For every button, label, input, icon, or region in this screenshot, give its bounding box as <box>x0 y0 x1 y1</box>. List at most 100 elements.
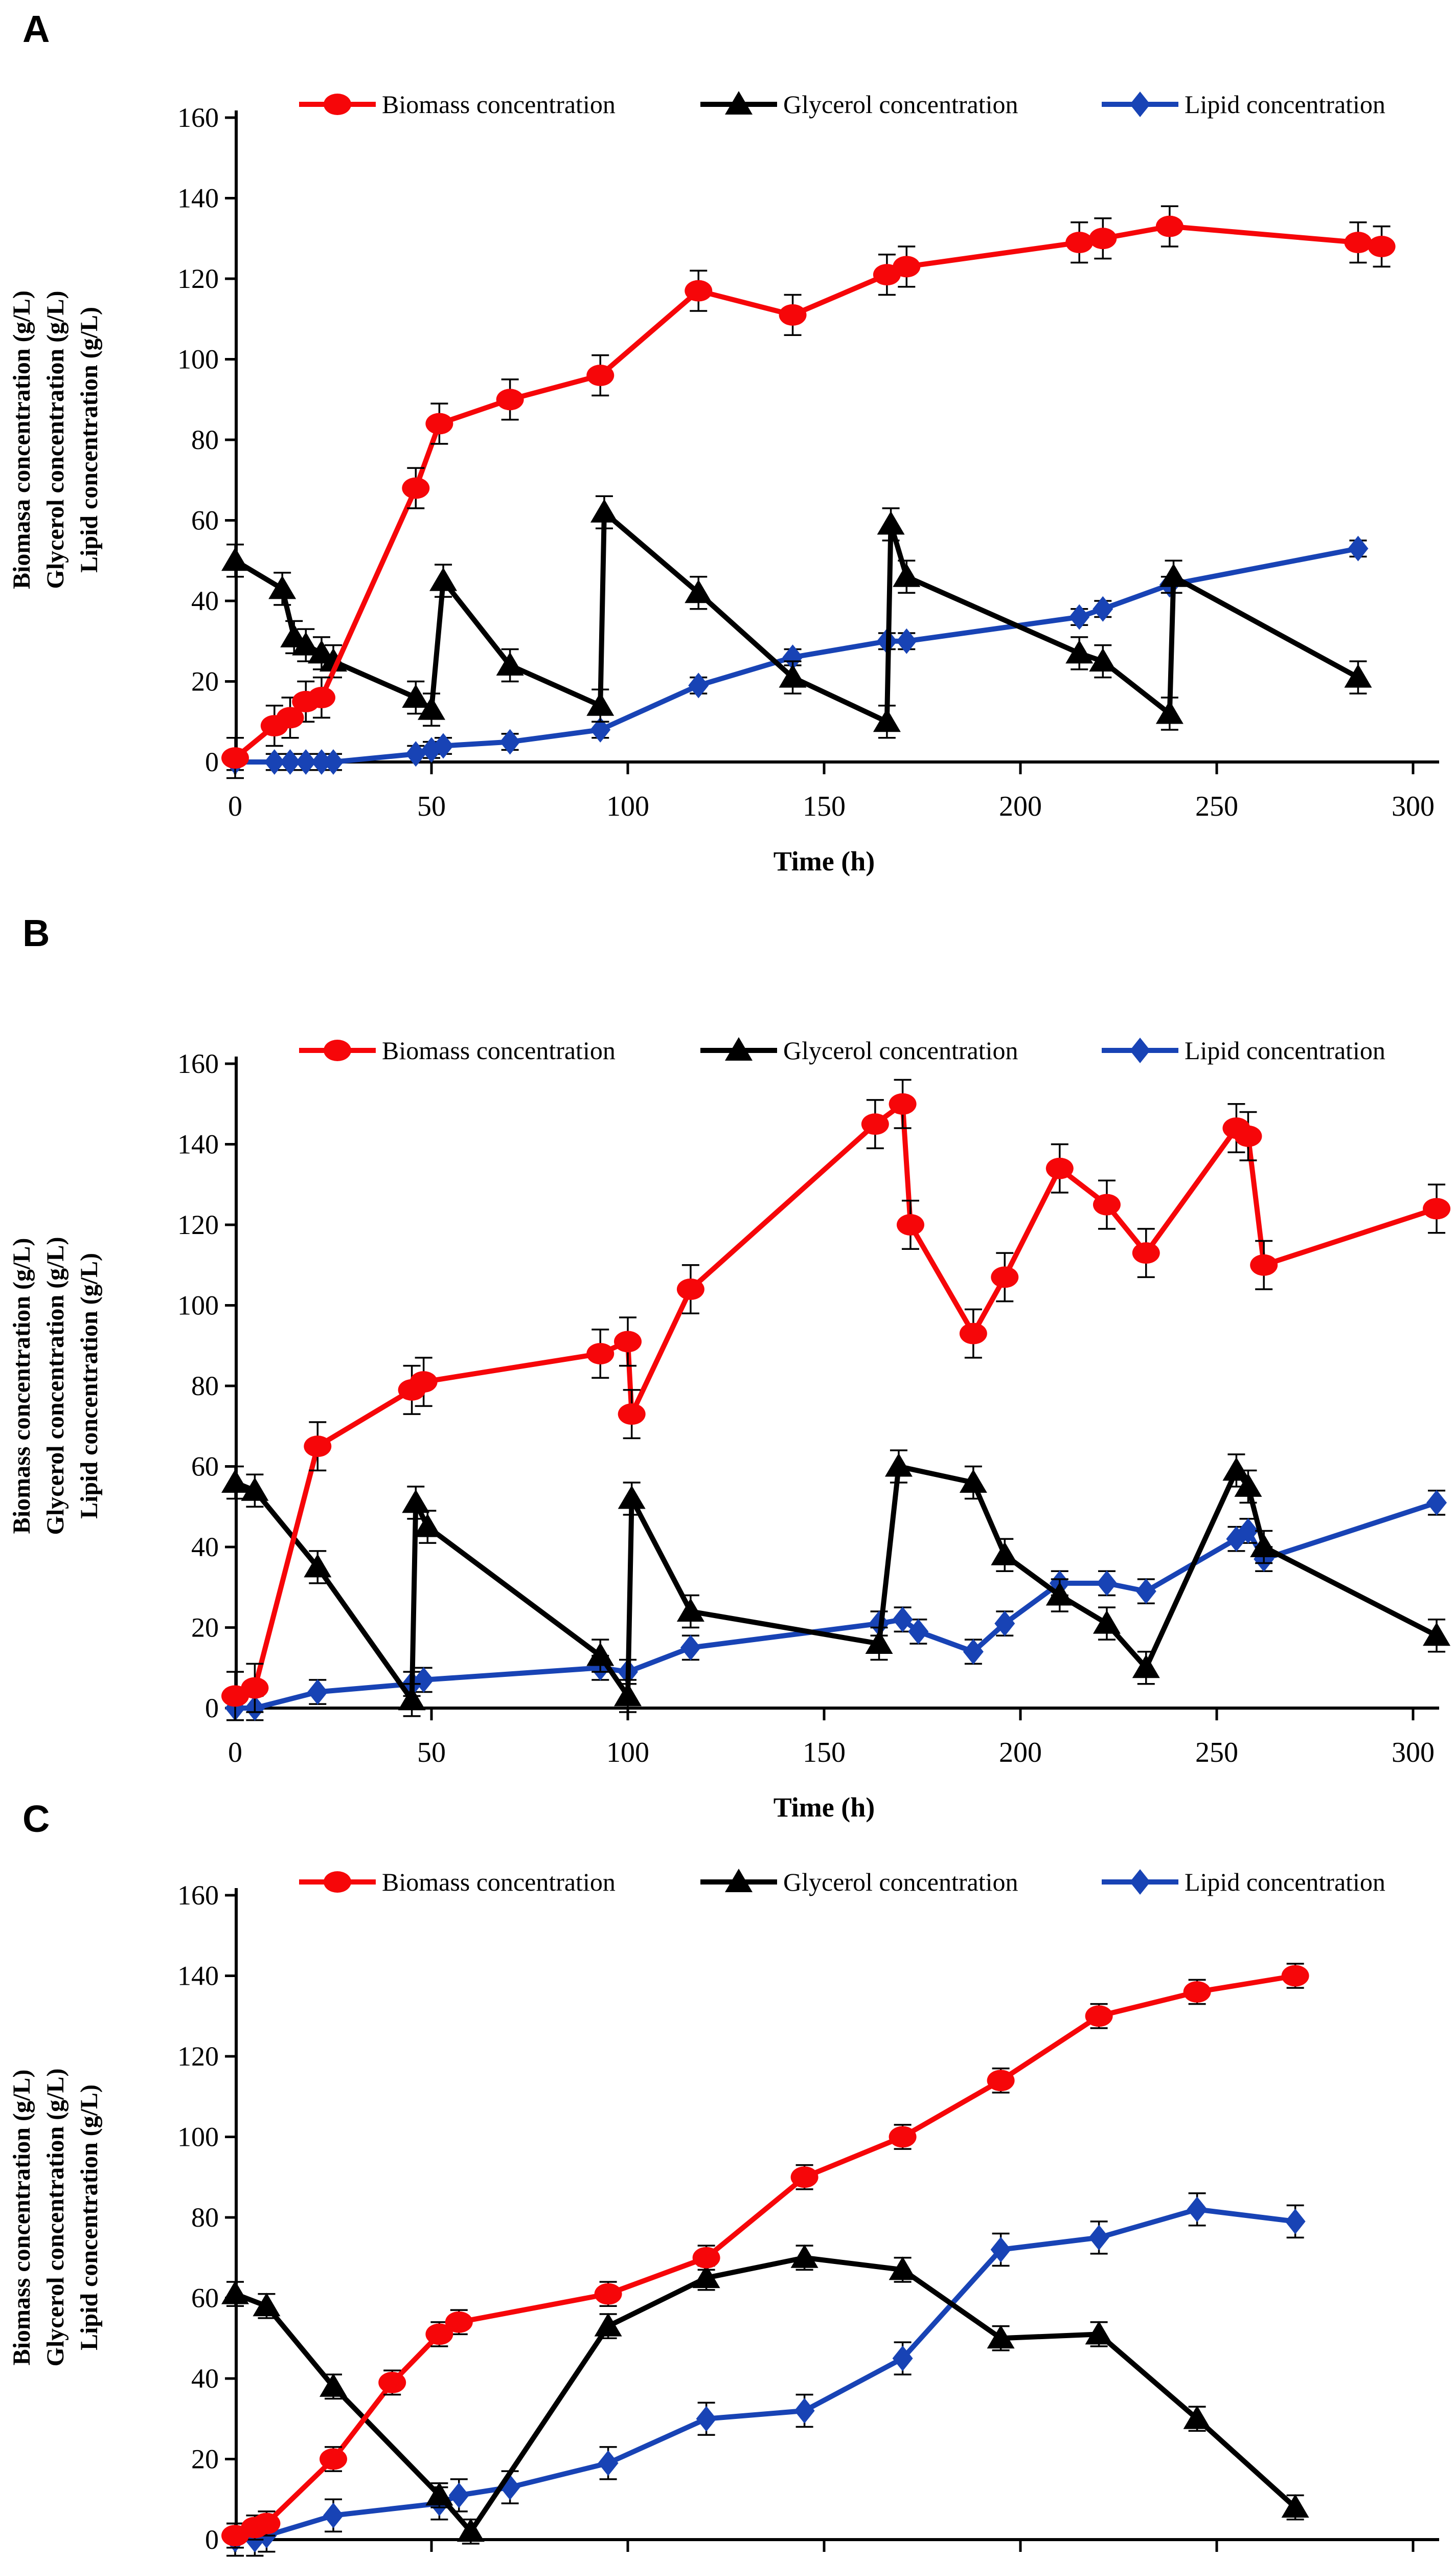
glycerol-point-marker <box>692 2264 720 2289</box>
lipid-point-marker <box>1285 2208 1306 2234</box>
legend: Biomass concentration Glycerol concentrat… <box>299 1868 1385 1896</box>
panel-label-c: C <box>22 1798 50 1840</box>
glycerol-point-marker <box>1093 1610 1121 1634</box>
biomass-point-marker <box>685 280 713 302</box>
biomass-point-marker <box>889 2126 917 2148</box>
biomass-point-marker <box>987 2070 1015 2092</box>
biomass-point-marker <box>586 1343 615 1364</box>
y-axis-title-line: Biomass concentration (g/L) <box>8 1238 35 1534</box>
y-tick-label: 160 <box>177 102 219 133</box>
biomass-point-marker <box>241 1677 269 1699</box>
biomass-point-marker <box>320 2448 347 2470</box>
lipid-point-marker <box>264 749 285 775</box>
lipid-point-marker <box>1426 1490 1447 1516</box>
panel-A: 0 20 40 60 80 100 120 140 160 0 50 100 150 200 250 300 T… <box>8 90 1439 877</box>
glycerol-point-marker <box>268 575 297 599</box>
x-tick-label: 100 <box>606 1737 649 1768</box>
x-tick-label: 0 <box>228 1737 242 1768</box>
lipid-point-marker <box>1238 1518 1259 1544</box>
glycerol-point-marker <box>414 1513 442 1537</box>
x-tick-label: 50 <box>417 1737 446 1768</box>
biomass-point-marker <box>1344 232 1372 254</box>
biomass-point-marker <box>1155 215 1184 237</box>
glycerol-point-marker <box>241 1477 269 1501</box>
series-circle <box>221 1963 1309 2549</box>
glycerol-point-marker <box>1234 1473 1262 1497</box>
x-axis-title: Time (h) <box>774 846 875 877</box>
series-circle <box>221 1079 1451 1721</box>
y-tick-label: 100 <box>177 1290 219 1321</box>
legend-label: Biomass concentration <box>382 1868 616 1896</box>
biomass-point-marker <box>1183 1981 1211 2003</box>
biomass-point-marker <box>324 1871 351 1893</box>
y-tick-label: 20 <box>191 1612 219 1643</box>
glycerol-point-marker <box>402 684 430 708</box>
y-tick-label: 80 <box>191 2202 219 2233</box>
glycerol-point-marker <box>873 708 901 732</box>
lipid-point-marker <box>794 2398 815 2424</box>
glycerol-point-marker <box>1085 2321 1113 2345</box>
biomass-point-marker <box>1065 232 1094 254</box>
glycerol-point-marker <box>402 1489 430 1513</box>
biomass-point-marker <box>790 2166 818 2188</box>
lipid-point-marker <box>688 672 709 699</box>
series-triangle <box>221 1449 1451 1717</box>
biomass-point-marker <box>889 1093 917 1115</box>
lipid-point-marker <box>323 2502 344 2528</box>
biomass-point-marker <box>1089 228 1117 250</box>
biomass-point-marker <box>959 1322 987 1344</box>
glycerol-point-marker <box>1159 563 1188 587</box>
y-tick-label: 160 <box>177 1880 219 1911</box>
lipid-point-marker <box>680 1634 701 1661</box>
x-tick-label: 250 <box>1195 791 1238 822</box>
series-triangle <box>221 2244 1309 2545</box>
x-tick-label: 100 <box>606 791 649 822</box>
y-tick-label: 120 <box>177 263 219 294</box>
glycerol-point-marker <box>1250 1534 1278 1557</box>
glycerol-point-marker <box>1155 700 1184 724</box>
legend-label: Glycerol concentration <box>783 1868 1018 1896</box>
biomass-point-marker <box>276 707 304 729</box>
glycerol-point-marker <box>429 567 458 591</box>
biomass-point-marker <box>896 1214 924 1236</box>
y-tick-label: 0 <box>205 2524 219 2555</box>
biomass-point-marker <box>1368 236 1396 257</box>
lipid-point-marker <box>413 1667 434 1693</box>
biomass-point-marker <box>221 747 249 769</box>
glycerol-point-marker <box>1281 2494 1309 2518</box>
lipid-point-marker <box>892 2345 913 2371</box>
glycerol-point-marker <box>590 499 618 523</box>
glycerol-point-marker <box>221 2280 249 2304</box>
glycerol-point-marker <box>1423 1622 1451 1646</box>
lipid-point-marker <box>311 749 332 775</box>
biomass-point-marker <box>496 389 524 411</box>
glycerol-point-marker <box>1089 648 1117 672</box>
y-tick-label: 0 <box>205 747 219 777</box>
y-tick-label: 20 <box>191 2444 219 2475</box>
glycerol-point-marker <box>398 1687 426 1711</box>
y-axis-title: Biomass concentration (g/L) Glycerol conc… <box>8 1237 103 1535</box>
glycerol-point-marker <box>1132 1654 1160 1678</box>
panel-label-b: B <box>22 912 50 954</box>
x-tick-label: 150 <box>803 791 846 822</box>
y-axis-title-line: Lipid concentration (g/L) <box>76 307 103 573</box>
y-tick-label: 120 <box>177 1209 219 1240</box>
legend-label: Lipid concentration <box>1185 1036 1385 1065</box>
series-diamond <box>225 1490 1447 1721</box>
biomass-point-marker <box>779 304 807 326</box>
biomass-point-marker <box>1045 1157 1074 1179</box>
lipid-point-marker <box>499 729 520 755</box>
lipid-point-marker <box>598 2450 619 2476</box>
y-tick-label: 100 <box>177 2122 219 2152</box>
glycerol-point-marker <box>586 1642 615 1666</box>
glycerol-point-marker <box>959 1469 987 1493</box>
glycerol-point-marker <box>594 2313 622 2337</box>
biomass-point-marker <box>676 1278 704 1300</box>
y-tick-label: 60 <box>191 505 219 536</box>
legend-label: Glycerol concentration <box>783 90 1018 119</box>
lipid-point-marker <box>1130 1038 1150 1063</box>
lipid-point-marker <box>782 644 803 670</box>
